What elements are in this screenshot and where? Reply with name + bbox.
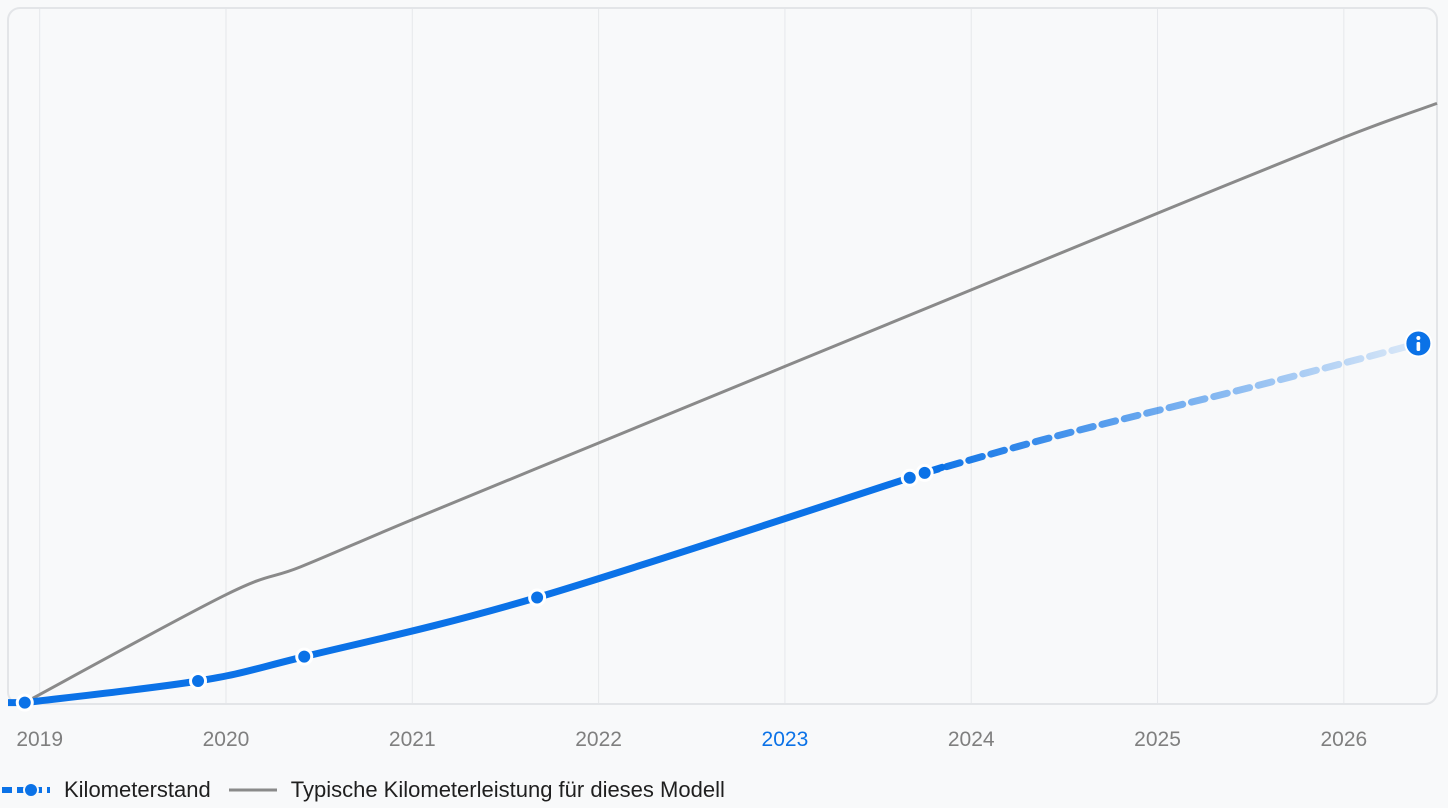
legend-label-kilometerstand: Kilometerstand [64, 777, 211, 802]
typical-mileage-line [24, 101, 1438, 704]
x-tick-label: 2025 [1134, 728, 1181, 751]
dashed-line-icon [2, 782, 50, 798]
x-tick-label: 2026 [1320, 728, 1367, 751]
info-icon[interactable] [1404, 329, 1433, 358]
data-points [15, 329, 1433, 712]
x-tick-label: 2023 [762, 728, 809, 751]
x-tick-label: 2020 [203, 728, 250, 751]
legend-item-typical-mileage[interactable]: Typische Kilometerleistung für dieses Mo… [227, 777, 725, 803]
x-tick-label: 2022 [575, 728, 622, 751]
x-axis-ticks: 2019 2020 2021 2022 2023 2024 2025 2026 [16, 728, 1367, 751]
mileage-data-point[interactable] [295, 647, 314, 666]
mileage-data-point[interactable] [900, 468, 919, 487]
typical-mileage-layer [24, 101, 1438, 704]
legend-label-typical-mileage: Typische Kilometerleistung für dieses Mo… [290, 777, 725, 802]
plot-area [7, 7, 1438, 705]
x-tick-label: 2024 [948, 728, 995, 751]
mileage-projection-line [921, 340, 1422, 477]
projection-layer [921, 340, 1422, 477]
legend-item-kilometerstand[interactable]: Kilometerstand [0, 777, 211, 803]
mileage-data-point[interactable] [15, 693, 34, 712]
grid-lines [39, 9, 1345, 703]
mileage-data-point[interactable] [915, 463, 934, 482]
mileage-data-point[interactable] [189, 672, 208, 691]
x-tick-label: 2021 [389, 728, 436, 751]
mileage-data-point[interactable] [528, 588, 547, 607]
legend: Kilometerstand Typische Kilometerleistun… [0, 772, 741, 808]
x-tick-label: 2019 [16, 728, 63, 751]
solid-line-icon [228, 788, 277, 792]
